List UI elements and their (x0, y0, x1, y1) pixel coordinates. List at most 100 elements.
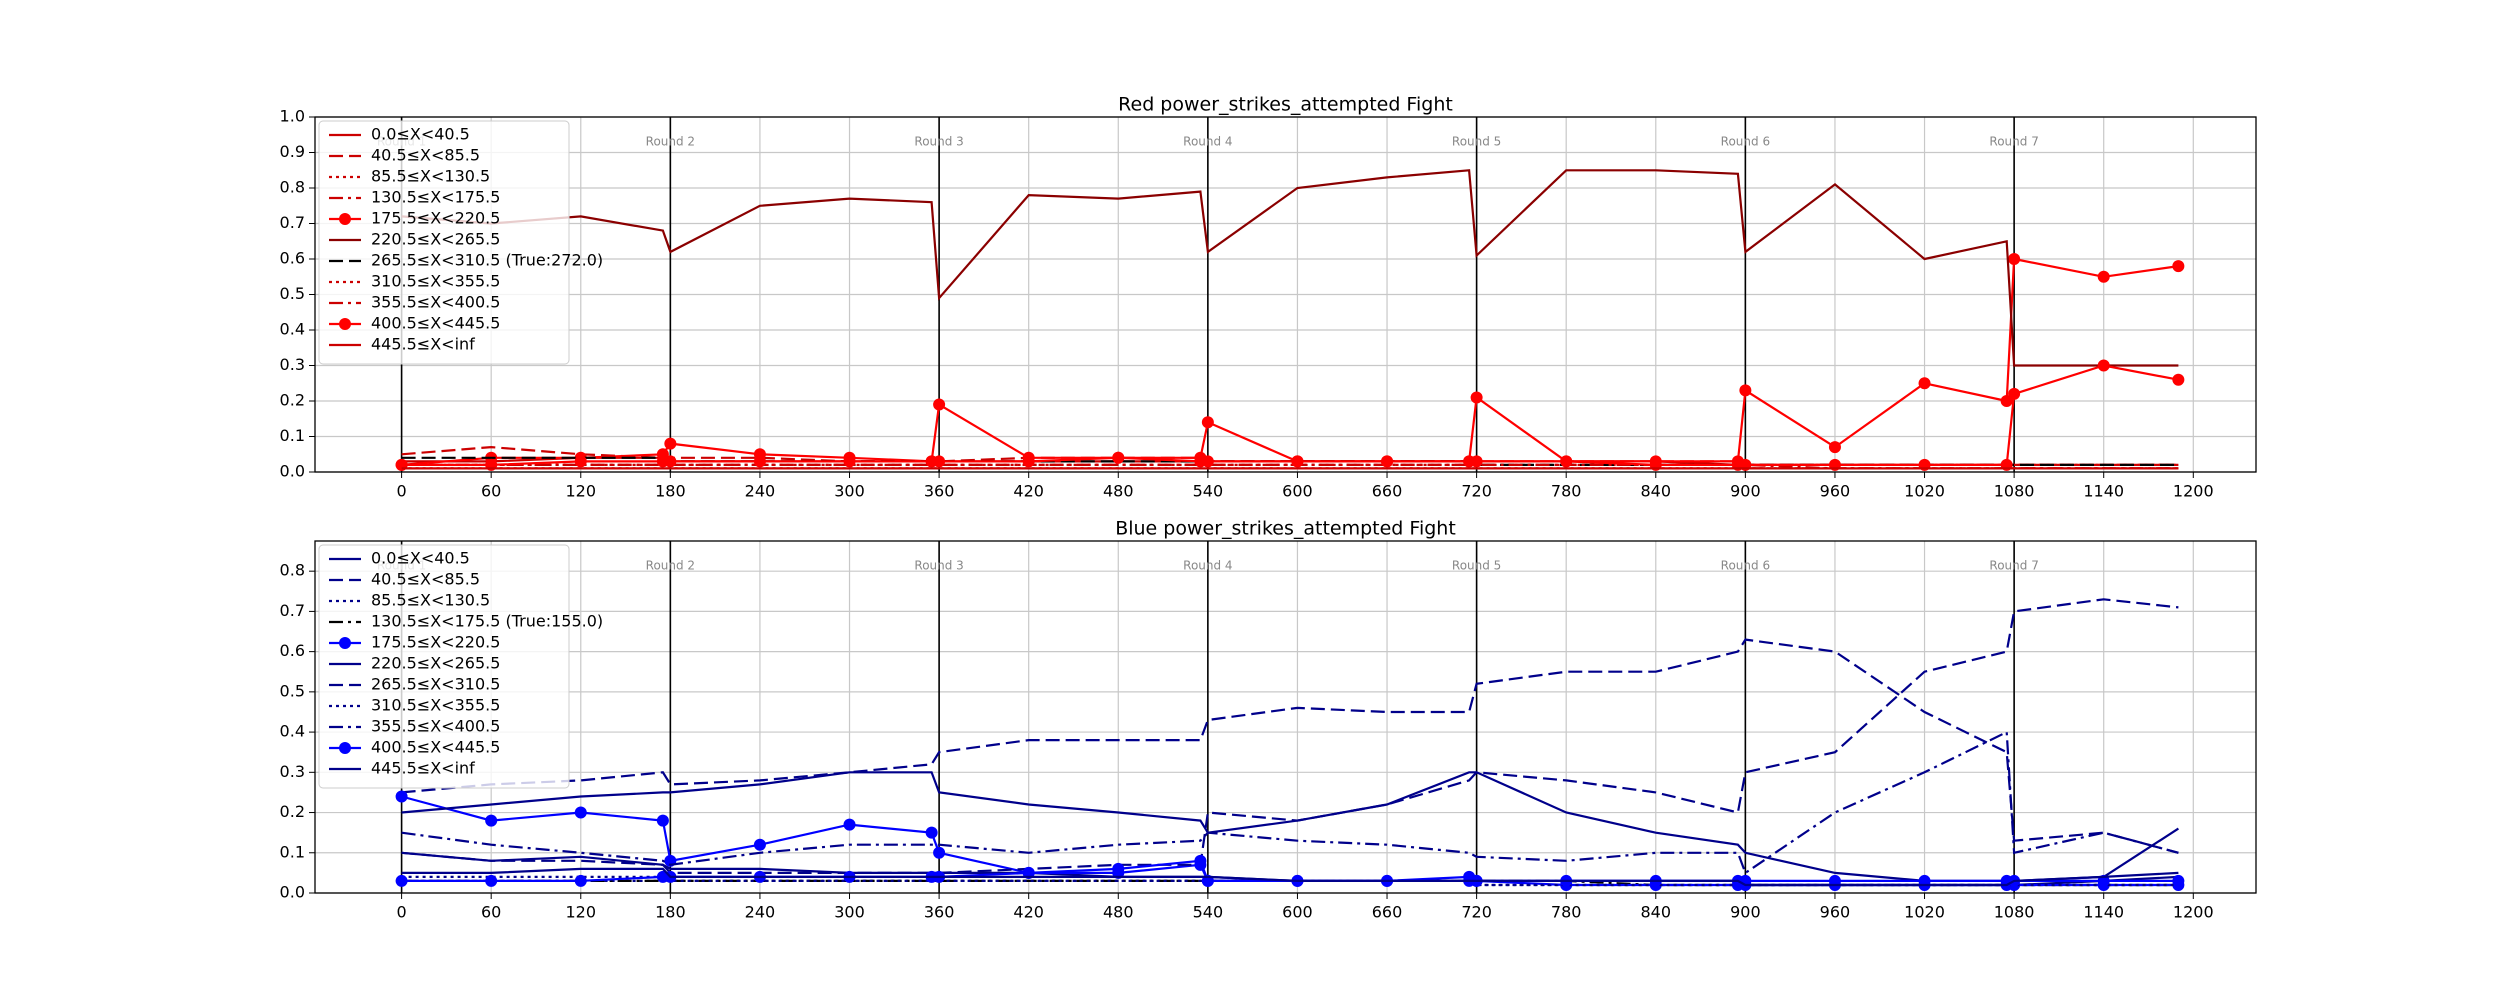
point (2172, 874, 2185, 887)
x-tick-label: 960 (1820, 903, 1851, 922)
series-line (401, 169, 2179, 367)
x-tick-label: 0 (397, 903, 407, 922)
legend-label: 400.5≤X<445.5 (371, 738, 500, 757)
legend-label: 85.5≤X<130.5 (371, 167, 490, 186)
legend-marker (339, 637, 351, 649)
point (1918, 377, 1931, 390)
x-tick-label: 180 (655, 482, 686, 501)
legend-label: 40.5≤X<85.5 (371, 570, 480, 589)
point (933, 398, 946, 411)
point (485, 814, 498, 827)
x-tick-label: 1080 (1994, 903, 2035, 922)
y-tick-label: 0.8 (280, 178, 305, 197)
y-tick-label: 0.9 (280, 142, 305, 161)
axes: Red power_strikes_attempted Fight 0.0 0.1 0… (280, 94, 2257, 501)
x-tick-label: 540 (1193, 903, 1224, 922)
x-tick-label: 0 (397, 482, 407, 501)
x-tick-label: 840 (1641, 482, 1672, 501)
y-tick-label: 0.6 (280, 641, 305, 660)
y-tick-label: 0.2 (280, 802, 305, 821)
x-tick-label: 720 (1461, 482, 1492, 501)
legend: 0.0≤X<40.5 40.5≤X<85.5 85.5≤X<130.5 130.5≤X… (318, 120, 603, 365)
x-tick-label: 1020 (1904, 903, 1945, 922)
point (753, 455, 766, 468)
round-label: Round 7 (1989, 559, 2038, 573)
legend-label: 355.5≤X<400.5 (371, 293, 500, 312)
x-tick-label: 840 (1641, 903, 1672, 922)
point (574, 874, 587, 887)
x-tick-label: 300 (834, 903, 865, 922)
y-tick-label: 0.0 (280, 883, 305, 902)
y-tick-label: 0.3 (280, 355, 305, 374)
point (2172, 373, 2185, 386)
legend-label: 175.5≤X<220.5 (371, 209, 500, 228)
point (843, 455, 856, 468)
legend-label: 445.5≤X<inf (371, 335, 475, 354)
x-tick-label: 660 (1372, 482, 1403, 501)
round-label: Round 7 (1989, 135, 2038, 149)
legend-label: 175.5≤X<220.5 (371, 633, 500, 652)
legend-label: 220.5≤X<265.5 (371, 230, 500, 249)
legend-label: 130.5≤X<175.5 (True:155.0) (371, 612, 603, 631)
x-tick-label: 1140 (2083, 482, 2124, 501)
round-label: Round 3 (914, 135, 963, 149)
legend-label: 85.5≤X<130.5 (371, 591, 490, 610)
point (664, 437, 677, 450)
point (2008, 387, 2021, 400)
y-tick-label: 0.0 (280, 462, 305, 481)
x-tick-label: 240 (745, 903, 776, 922)
series-line (401, 867, 2179, 887)
point (1470, 455, 1483, 468)
legend-label: 310.5≤X<355.5 (371, 272, 500, 291)
series-line (401, 598, 2179, 874)
point (753, 838, 766, 851)
y-tick-label: 0.1 (280, 426, 305, 445)
y-tick-label: 0.8 (280, 561, 305, 580)
legend-label: 310.5≤X<355.5 (371, 696, 500, 715)
y-tick-label: 0.2 (280, 391, 305, 410)
point (395, 874, 408, 887)
axes: Blue power_strikes_attempted Fight 0.0 0.1… (280, 518, 2257, 922)
chart-title: Blue power_strikes_attempted Fight (1115, 518, 1456, 540)
legend-marker (339, 318, 351, 330)
point (1022, 455, 1035, 468)
legend-box (318, 544, 570, 789)
series-line (401, 730, 2179, 875)
point (1291, 455, 1304, 468)
x-tick-label: 420 (1013, 903, 1044, 922)
point (2097, 359, 2110, 372)
x-tick-label: 360 (924, 903, 955, 922)
x-tick-label: 720 (1461, 903, 1492, 922)
x-tick-label: 600 (1282, 482, 1313, 501)
x-tick-label: 1020 (1904, 482, 1945, 501)
point (656, 814, 669, 827)
point (2008, 253, 2021, 265)
legend-marker (339, 213, 351, 225)
point (485, 874, 498, 887)
point (574, 806, 587, 819)
legend-label: 0.0≤X<40.5 (371, 549, 470, 568)
legend-label: 265.5≤X<310.5 (True:272.0) (371, 251, 603, 270)
round-label: Round 4 (1183, 559, 1232, 573)
y-tick-label: 0.3 (280, 762, 305, 781)
axes-frame (314, 540, 2257, 894)
x-tick-label: 1200 (2173, 903, 2214, 922)
legend-label: 0.0≤X<40.5 (371, 125, 470, 144)
x-tick-label: 60 (481, 903, 501, 922)
x-tick-label: 120 (565, 903, 596, 922)
y-tick-label: 0.4 (280, 320, 305, 339)
point (664, 455, 677, 468)
point (1194, 854, 1207, 867)
x-tick-label: 900 (1730, 903, 1761, 922)
x-tick-label: 780 (1551, 482, 1582, 501)
y-tick-label: 0.4 (280, 722, 305, 741)
y-tick-label: 0.7 (280, 213, 305, 232)
round-label: Round 3 (914, 559, 963, 573)
round-label: Round 2 (646, 135, 695, 149)
point (933, 846, 946, 859)
point (1201, 416, 1214, 429)
point (1112, 862, 1125, 875)
point (574, 455, 587, 468)
x-tick-label: 60 (481, 482, 501, 501)
x-tick-label: 120 (565, 482, 596, 501)
